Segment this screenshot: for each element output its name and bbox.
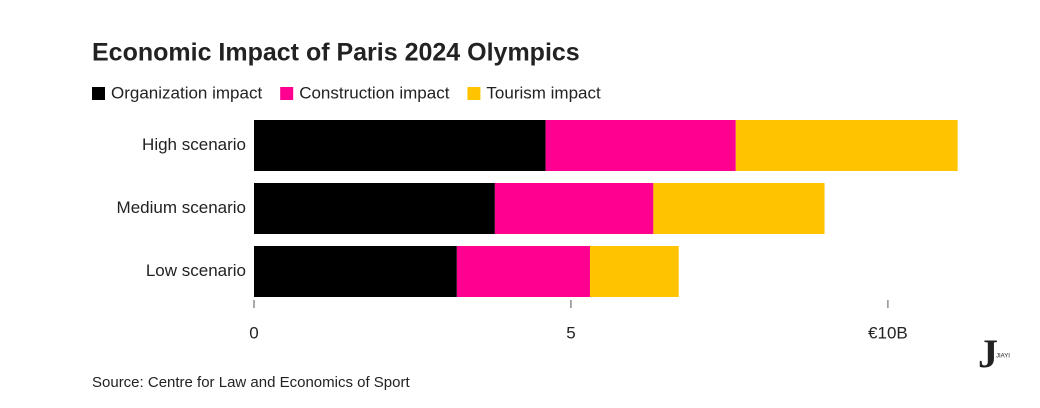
chart-title: Economic Impact of Paris 2024 Olympics [92, 39, 580, 67]
bar-segment [735, 120, 958, 171]
legend-label: Tourism impact [486, 83, 601, 102]
x-tick-label: 5 [566, 323, 575, 342]
bar-segment [545, 120, 736, 171]
legend-swatch [280, 87, 294, 100]
source: Source: Centre for Law and Economics of … [92, 374, 410, 391]
bar-segment [589, 246, 679, 297]
x-tick-label: 0 [249, 323, 258, 342]
x-tick-label: €10B [868, 323, 908, 342]
bar-segment [254, 246, 457, 297]
y-tick-label: Low scenario [146, 261, 246, 280]
y-tick-label: Medium scenario [117, 198, 246, 217]
legend-label: Construction impact [299, 83, 450, 102]
legend-label: Organization impact [111, 83, 262, 102]
y-tick-label: High scenario [142, 135, 246, 154]
bar-segment [254, 120, 546, 171]
watermark: JIAYI [996, 354, 1010, 360]
bar-segment [254, 183, 495, 234]
legend-swatch [467, 87, 481, 100]
bar-segment [456, 246, 590, 297]
bar-segment [653, 183, 825, 234]
bar-segment [494, 183, 654, 234]
logo: J [978, 331, 998, 376]
legend-swatch [92, 87, 105, 100]
